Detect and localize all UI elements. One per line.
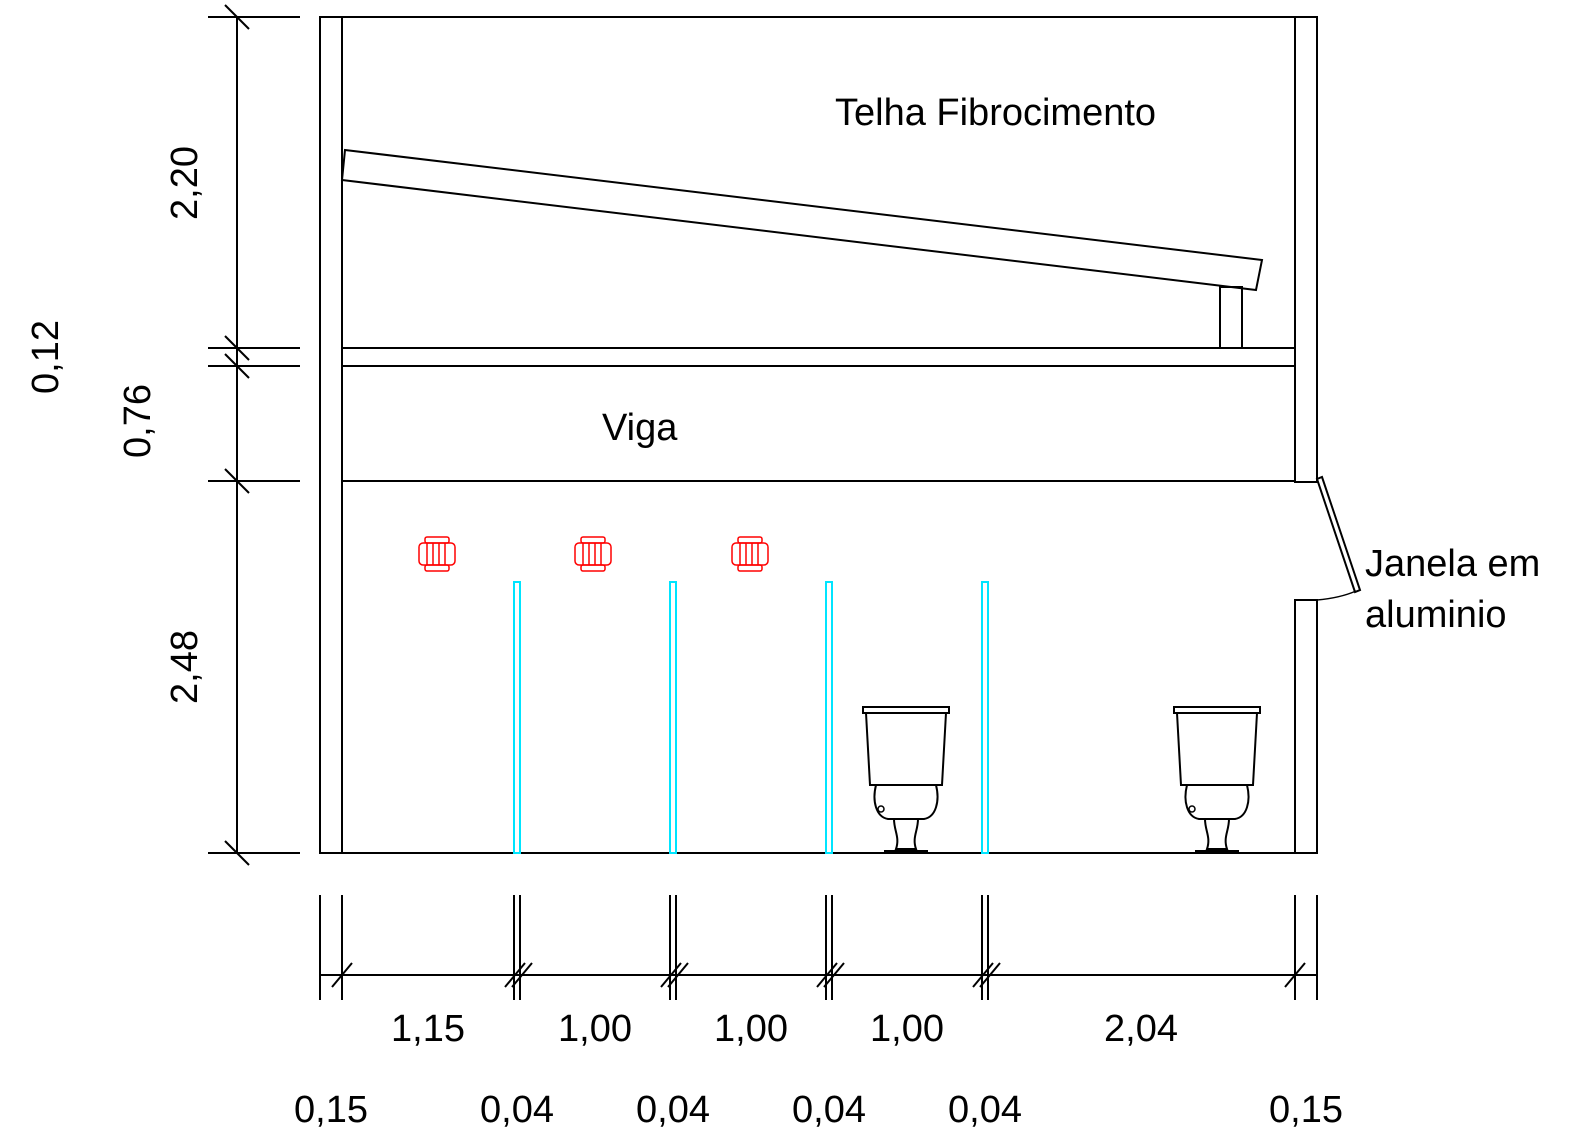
dim-wall: 0,04 — [792, 1089, 866, 1131]
dim-slab: 0,12 — [25, 320, 67, 394]
vertical-dimension — [208, 4, 300, 866]
window-leaf — [1315, 475, 1362, 594]
partitions — [513, 581, 989, 854]
right-wall-lower — [1294, 599, 1318, 854]
showerhead-icon — [731, 536, 769, 572]
dim-main: 1,00 — [558, 1008, 632, 1050]
dim-wall: 0,04 — [480, 1089, 554, 1131]
left-wall — [319, 16, 343, 854]
toilets — [862, 706, 1261, 852]
dim-top: 2,20 — [164, 146, 206, 220]
dim-bottom: 2,48 — [164, 630, 206, 704]
window-swing-arc — [1316, 590, 1357, 601]
showerheads — [418, 536, 769, 572]
walls — [319, 16, 1318, 854]
roof — [340, 148, 1264, 349]
window-label-line2: aluminio — [1365, 594, 1507, 636]
window — [1315, 475, 1362, 601]
partition-1 — [513, 581, 521, 854]
dim-main: 1,00 — [714, 1008, 788, 1050]
roof-support — [1219, 286, 1243, 349]
showerhead-icon — [418, 536, 456, 572]
partition-4 — [981, 581, 989, 854]
partition-3 — [825, 581, 833, 854]
dim-wall: 0,04 — [636, 1089, 710, 1131]
dim-beam: 0,76 — [117, 384, 159, 458]
dim-main: 1,00 — [870, 1008, 944, 1050]
window-label-line1: Janela em — [1365, 543, 1540, 585]
partition-2 — [669, 581, 677, 854]
slab-beam — [342, 347, 1295, 482]
dim-main: 2,04 — [1104, 1008, 1178, 1050]
roof-label: Telha Fibrocimento — [835, 92, 1156, 134]
dim-wall: 0,04 — [948, 1089, 1022, 1131]
showerhead-icon — [574, 536, 612, 572]
dim-main: 1,15 — [391, 1008, 465, 1050]
toilet-icon — [1173, 706, 1261, 852]
right-wall-upper — [1294, 16, 1318, 483]
toilet-icon — [862, 706, 950, 852]
dim-wall: 0,15 — [294, 1089, 368, 1131]
beam-label: Viga — [602, 407, 678, 449]
dim-wall: 0,15 — [1269, 1089, 1343, 1131]
roof-slab — [340, 148, 1264, 292]
horizontal-dimension — [319, 895, 1318, 1000]
